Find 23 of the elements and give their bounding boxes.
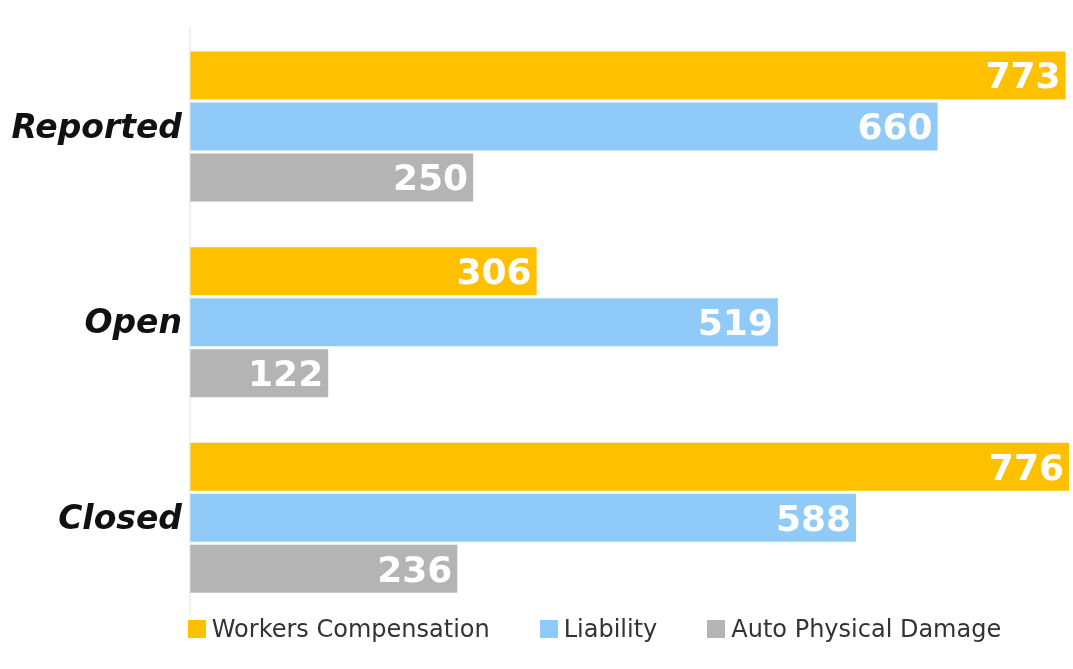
data-label: 122: [248, 352, 324, 394]
data-label: 306: [456, 250, 532, 292]
bar: [190, 247, 537, 296]
data-label: 776: [988, 446, 1064, 488]
bar: [190, 153, 474, 202]
legend-label: Liability: [562, 615, 658, 643]
data-label: 250: [393, 157, 469, 199]
y-tick-label: Open: [84, 302, 182, 342]
data-label: 660: [857, 106, 933, 148]
data-label: 588: [775, 497, 852, 539]
data-label: 519: [697, 301, 773, 343]
data-label: 773: [985, 55, 1061, 97]
y-tick-label: Closed: [58, 497, 183, 537]
legend-label: Workers Compensation: [210, 615, 490, 643]
data-label: 236: [377, 548, 453, 590]
legend-label: Auto Physical Damage: [730, 615, 1002, 643]
bar: [190, 544, 458, 593]
bar: [190, 51, 1066, 100]
bar: [190, 442, 1069, 491]
bar: [190, 493, 857, 542]
bar: [190, 298, 778, 347]
y-tick-label: Reported: [11, 106, 183, 146]
bar: [190, 102, 938, 151]
